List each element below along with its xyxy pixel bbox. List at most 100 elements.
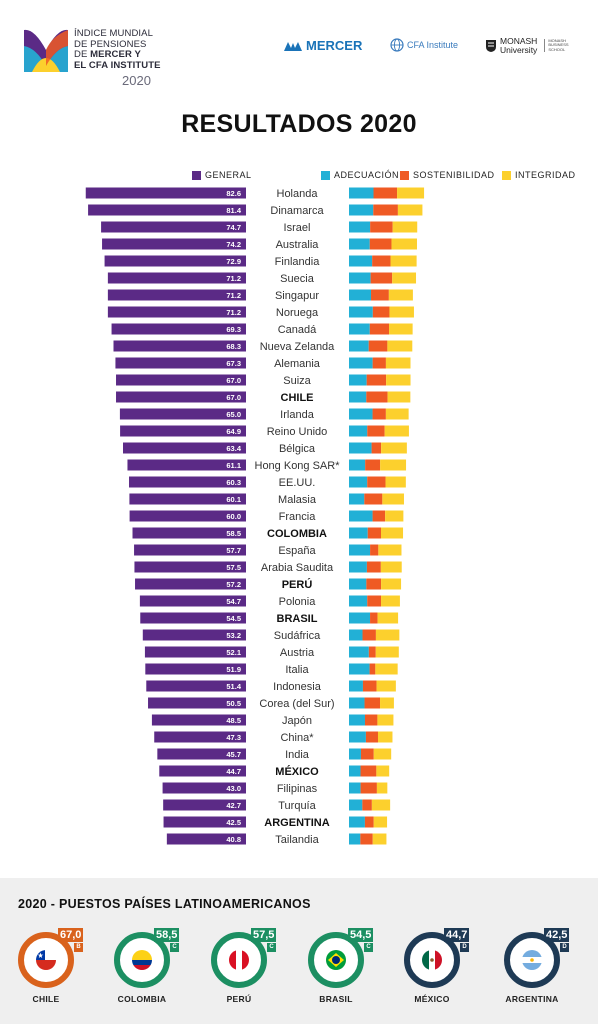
bar-sostenibilidad-nueva-zelanda [368, 340, 388, 352]
legend-label-sostenibilidad: SOSTENIBILIDAD [413, 170, 495, 180]
legend-sostenibilidad: SOSTENIBILIDAD [400, 170, 495, 180]
country-grade: B [74, 943, 83, 952]
category-label-filipinas: Filipinas [277, 783, 318, 795]
bar-integridad-noruega [389, 306, 414, 318]
bar-sostenibilidad-arabia-saudita [366, 561, 381, 573]
value-label-holanda: 82.6 [226, 189, 241, 198]
bar-integridad-suiza [386, 374, 411, 386]
bar-adecuacion-india [349, 748, 361, 760]
bar-sostenibilidad-austria [368, 646, 376, 658]
bar-sostenibilidad-turquía [362, 799, 372, 811]
bar-integridad-corea-del-sur [380, 697, 394, 709]
bar-adecuacion-sudáfrica [349, 629, 363, 641]
bar-integridad-japón [377, 714, 394, 726]
bar-adecuacion-arabia-saudita [349, 561, 367, 573]
country-ring [114, 932, 170, 988]
bar-sostenibilidad-francia [372, 510, 386, 522]
bar-integridad-sudáfrica [375, 629, 400, 641]
value-label-japón: 48.5 [226, 716, 241, 725]
category-label-india: India [285, 749, 310, 761]
peru-flag-icon [229, 950, 249, 970]
legend-swatch-general [192, 170, 201, 180]
bar-integridad-brasil [377, 612, 399, 624]
category-label-sudáfrica: Sudáfrica [274, 630, 321, 642]
country-name: COLOMBIA [117, 994, 167, 1004]
legend-label-general: GENERAL [205, 170, 252, 180]
bar-integridad-italia [375, 663, 398, 675]
bar-general-colombia [132, 527, 246, 539]
monash-name-2: University [500, 44, 538, 55]
category-label-perú: PERÚ [282, 578, 313, 591]
bar-sostenibilidad-tailandia [360, 833, 373, 845]
country-card-argentina: 42,5 D ARGENTINA [494, 928, 574, 1008]
value-label-tailandia: 40.8 [226, 835, 241, 844]
chile-flag-icon [36, 950, 56, 970]
bar-adecuacion-irlanda [349, 408, 373, 420]
bar-adecuacion-holanda [349, 187, 374, 199]
latam-section: 2020 - PUESTOS PAÍSES LATINOAMERICANOS 6… [0, 878, 598, 1024]
bar-general-filipinas [162, 782, 246, 794]
bar-integridad-reino-unido [384, 425, 409, 437]
bar-adecuacion-malasia [349, 493, 365, 505]
category-label-corea-del-sur: Corea (del Sur) [259, 698, 334, 710]
bar-integridad-ee-uu [385, 476, 406, 488]
legend-swatch-integridad [502, 170, 511, 180]
bar-sostenibilidad-corea-del-sur [364, 697, 381, 709]
mercer-logo: MERCER [284, 38, 362, 53]
value-label-bélgica: 63.4 [226, 444, 241, 453]
bar-integridad-polonia [381, 595, 400, 607]
bar-sostenibilidad-méxico [360, 765, 377, 777]
legend-general: GENERAL [192, 170, 252, 180]
value-label-suecia: 71.2 [226, 274, 241, 283]
bar-general-argentina [163, 816, 246, 828]
category-label-españa: España [278, 545, 316, 557]
mercer-name: MERCER [306, 38, 363, 53]
results-chart: 82.6 Holanda 81.4 Dinamarca 74.7 Israel 74.2 Au… [85, 187, 425, 846]
category-label-holanda: Holanda [277, 188, 319, 200]
bar-integridad-finlandia [390, 255, 417, 267]
bar-adecuacion-canadá [349, 323, 370, 335]
category-label-polonia: Polonia [279, 596, 317, 608]
country-name: PERÚ [226, 994, 252, 1004]
bar-integridad-méxico [376, 765, 390, 777]
bar-sostenibilidad-indonesia [362, 680, 377, 692]
monash-logo: MONASH University MONASH BUSINESS SCHOOL [486, 37, 569, 55]
cfa-logo: CFA Institute [390, 38, 458, 52]
bar-sostenibilidad-hong-kong-sar [365, 459, 381, 471]
brand-line-4: EL CFA INSTITUTE [74, 59, 161, 71]
country-grade: C [267, 943, 276, 952]
category-label-argentina: ARGENTINA [264, 817, 329, 829]
value-label-méxico: 44.7 [226, 767, 241, 776]
bar-adecuacion-brasil [349, 612, 371, 624]
bar-integridad-india [373, 748, 392, 760]
bar-integridad-malasia [382, 493, 404, 505]
brand-line-3b: MERCER Y [90, 49, 141, 61]
bar-general-perú [135, 578, 246, 590]
bar-general-hong-kong-sar [127, 459, 246, 471]
value-label-china: 47.3 [226, 733, 241, 742]
bar-integridad-austria [375, 646, 399, 658]
category-label-singapur: Singapur [275, 290, 319, 302]
country-score: 57,5 [251, 928, 277, 942]
category-label-colombia: COLOMBIA [267, 528, 327, 540]
category-label-arabia-saudita: Arabia Saudita [261, 562, 334, 574]
country-grade: C [364, 943, 373, 952]
value-label-canadá: 69.3 [226, 325, 241, 334]
bar-sostenibilidad-malasia [364, 493, 383, 505]
bar-sostenibilidad-suecia [370, 272, 393, 284]
bar-sostenibilidad-reino-unido [367, 425, 385, 437]
bar-adecuacion-finlandia [349, 255, 373, 267]
bar-adecuacion-bélgica [349, 442, 372, 454]
value-label-turquía: 42.7 [226, 801, 241, 810]
bar-adecuacion-singapur [349, 289, 372, 301]
value-label-sudáfrica: 53.2 [226, 631, 241, 640]
bar-integridad-francia [385, 510, 404, 522]
country-card-mexico: 44,7 D MÉXICO [394, 928, 474, 1008]
bar-integridad-chile [387, 391, 411, 403]
category-label-tailandia: Tailandia [275, 834, 319, 846]
bar-sostenibilidad-sudáfrica [362, 629, 376, 641]
value-label-argentina: 42.5 [226, 818, 241, 827]
category-label-austria: Austria [280, 647, 315, 659]
legend-label-integridad: INTEGRIDAD [515, 170, 576, 180]
bar-general-dinamarca [88, 204, 246, 216]
